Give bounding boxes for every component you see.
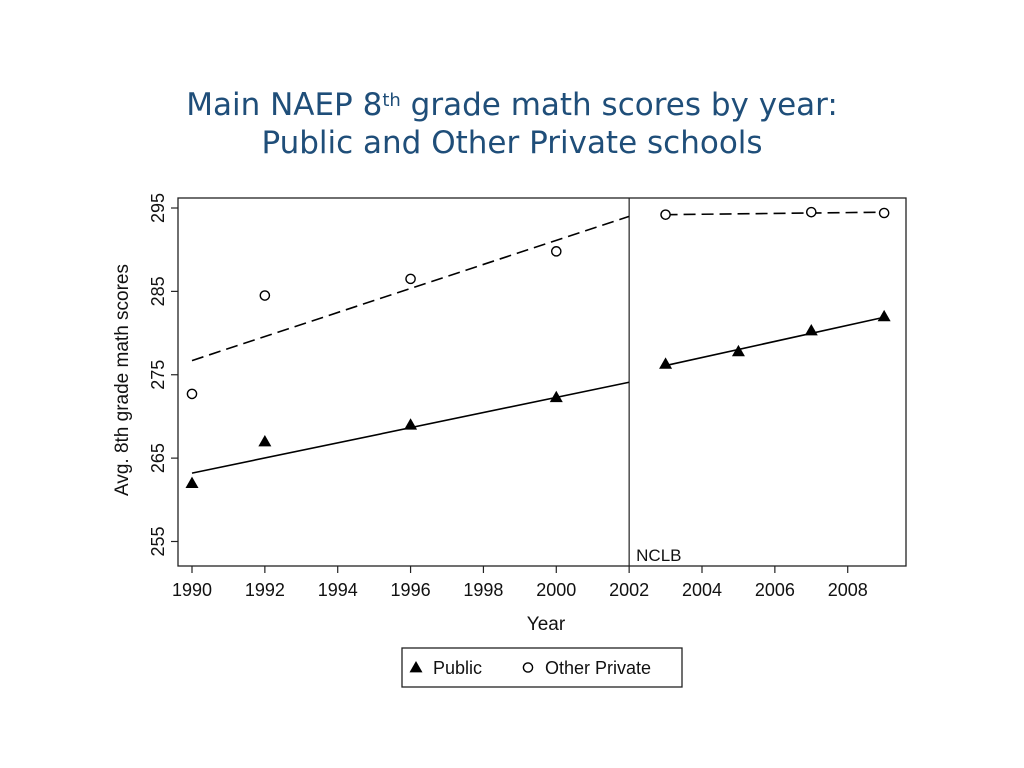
x-tick-label: 1996 xyxy=(391,580,431,600)
title-superscript: th xyxy=(382,90,401,111)
title-line-1: Main NAEP 8th grade math scores by year: xyxy=(0,86,1024,124)
point-other-private xyxy=(550,246,562,257)
point-public xyxy=(659,357,673,369)
title-text: Main NAEP 8 xyxy=(186,87,383,123)
point-other-private xyxy=(805,206,817,218)
x-axis-label: Year xyxy=(527,614,566,635)
y-tick-label: 285 xyxy=(148,276,168,306)
plot-frame xyxy=(177,197,907,567)
title-text-rest: grade math scores by year: xyxy=(400,87,838,123)
point-public xyxy=(731,344,745,357)
point-public xyxy=(258,434,272,447)
point-other-private xyxy=(405,273,416,285)
point-other-private xyxy=(186,388,198,400)
x-tick-label: 1998 xyxy=(463,580,503,600)
point-other-private xyxy=(259,290,271,301)
point-public xyxy=(877,309,891,322)
y-axis-label: Avg. 8th grade math scores xyxy=(112,264,133,496)
point-public xyxy=(404,418,418,430)
nclb-label: NCLB xyxy=(636,546,681,565)
point-other-private xyxy=(660,209,671,220)
y-tick-label: 255 xyxy=(148,526,168,556)
x-tick-label: 2004 xyxy=(682,580,722,600)
y-tick-label: 265 xyxy=(148,443,168,473)
x-tick-label: 2006 xyxy=(755,580,795,600)
legend-label: Other Private xyxy=(545,658,651,678)
fit-line-other-private xyxy=(665,211,885,216)
x-tick-label: 2008 xyxy=(828,580,868,600)
x-tick-label: 2000 xyxy=(536,580,576,600)
point-public xyxy=(185,476,199,489)
fit-line-other-private xyxy=(191,215,630,362)
y-tick-label: 275 xyxy=(148,360,168,390)
point-public xyxy=(549,390,563,403)
x-tick-label: 1990 xyxy=(172,580,212,600)
point-public xyxy=(804,324,818,336)
fit-line-public xyxy=(665,316,885,367)
point-other-private xyxy=(878,207,890,219)
legend-label: Public xyxy=(433,658,482,678)
x-tick-label: 2002 xyxy=(609,580,649,600)
x-tick-label: 1992 xyxy=(245,580,285,600)
title-line-2: Public and Other Private schools xyxy=(261,125,763,161)
x-tick-label: 1994 xyxy=(318,580,358,600)
slide-title: Main NAEP 8th grade math scores by year:… xyxy=(0,86,1024,162)
legend-box xyxy=(401,647,683,688)
legend-marker-public xyxy=(409,661,423,673)
legend-marker-other-private xyxy=(522,662,534,673)
y-tick-label: 295 xyxy=(148,193,168,223)
